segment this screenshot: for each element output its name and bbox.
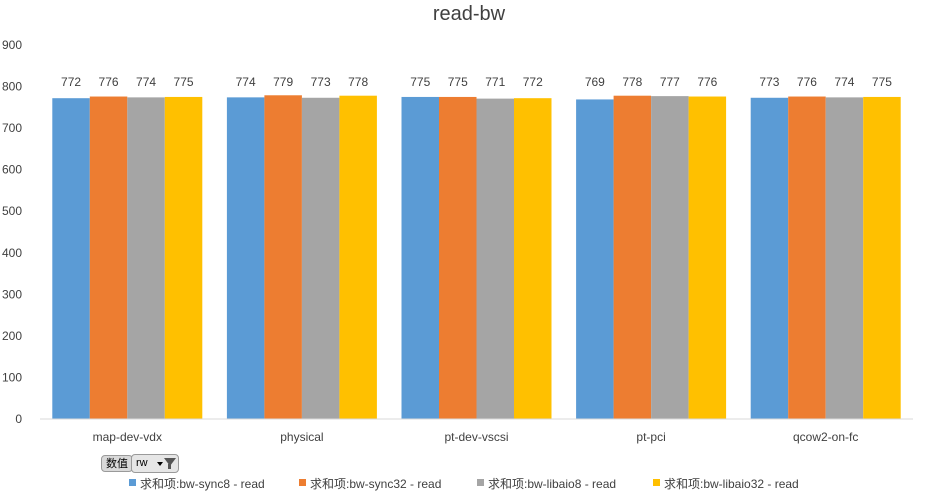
legend-label: 求和项:bw-libaio8 - read [488, 477, 616, 491]
bar [613, 95, 652, 419]
y-tick-label: 600 [2, 163, 22, 177]
data-label: 777 [660, 75, 680, 89]
bar [89, 96, 128, 419]
bars [52, 95, 901, 420]
data-label: 769 [585, 75, 605, 89]
x-tick-label: pt-pci [636, 430, 665, 444]
x-axis: map-dev-vdx physical pt-dev-vscsi pt-pci qco… [93, 430, 859, 444]
pivot-filter-label: rw [136, 457, 148, 469]
y-tick-label: 500 [2, 204, 22, 218]
data-label: 775 [448, 75, 468, 89]
bar [863, 96, 901, 419]
legend-label: 求和项:bw-sync8 - read [140, 477, 265, 491]
data-label: 778 [348, 75, 368, 89]
y-tick-label: 800 [2, 80, 22, 94]
legend-label: 求和项:bw-sync32 - read [310, 477, 441, 491]
bar [401, 96, 439, 419]
pivot-filter-button[interactable]: rw [131, 454, 179, 473]
data-label: 774 [236, 75, 256, 89]
data-label: 772 [523, 75, 543, 89]
dropdown-arrow-icon [157, 462, 163, 466]
pivot-values-button[interactable]: 数值 [101, 455, 133, 472]
data-label: 776 [697, 75, 717, 89]
data-label: 772 [61, 75, 81, 89]
data-label: 773 [311, 75, 331, 89]
data-label: 779 [273, 75, 293, 89]
x-tick-label: physical [280, 430, 323, 444]
y-tick-label: 100 [2, 370, 22, 384]
data-label: 771 [485, 75, 505, 89]
bar [750, 97, 789, 419]
bar [301, 97, 340, 419]
chart-title: read-bw [433, 3, 506, 25]
data-label: 775 [410, 75, 430, 89]
x-tick-label: map-dev-vdx [93, 430, 162, 444]
x-tick-label: pt-dev-vscsi [444, 430, 508, 444]
bar [576, 99, 614, 419]
bar [439, 96, 477, 419]
data-labels: 772 776 774 775 774 779 773 778 775 775 771 772 769 7… [61, 75, 892, 89]
bar [52, 98, 90, 420]
data-label: 774 [834, 75, 854, 89]
y-tick-label: 300 [2, 287, 22, 301]
legend: 求和项:bw-sync8 - read 求和项:bw-sync32 - read 求… [129, 477, 799, 491]
data-label: 776 [797, 75, 817, 89]
bar [226, 97, 265, 420]
filter-icon [164, 458, 176, 466]
legend-swatch [299, 479, 306, 486]
y-axis: 0 100 200 300 400 500 600 700 800 900 [2, 38, 22, 426]
bar [476, 98, 514, 420]
data-label: 776 [99, 75, 119, 89]
data-label: 778 [622, 75, 642, 89]
data-label: 773 [759, 75, 779, 89]
legend-swatch [477, 479, 484, 486]
y-tick-label: 200 [2, 329, 22, 343]
x-tick-label: qcow2-on-fc [793, 430, 858, 444]
bar [127, 97, 165, 420]
legend-swatch [129, 479, 136, 486]
data-label: 774 [136, 75, 156, 89]
y-tick-label: 0 [15, 412, 22, 426]
bar [788, 96, 826, 419]
data-label: 775 [174, 75, 194, 89]
filter-icon-stem [168, 464, 171, 469]
y-tick-label: 700 [2, 121, 22, 135]
bar [264, 95, 302, 419]
bar [825, 97, 864, 420]
y-tick-label: 900 [2, 38, 22, 52]
bar [339, 95, 377, 419]
bar [688, 96, 727, 419]
legend-label: 求和项:bw-libaio32 - read [664, 477, 799, 491]
legend-swatch [653, 479, 660, 486]
bar [164, 96, 203, 419]
bar [514, 98, 552, 420]
data-label: 775 [872, 75, 892, 89]
bar [651, 96, 689, 419]
y-tick-label: 400 [2, 246, 22, 260]
